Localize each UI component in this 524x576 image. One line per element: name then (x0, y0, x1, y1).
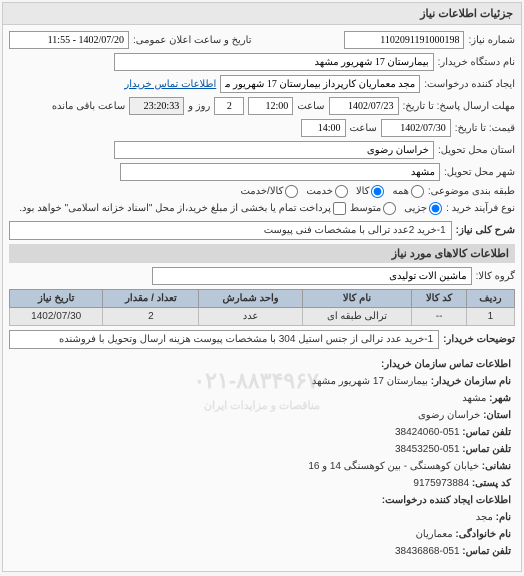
buyer-org-label: نام دستگاه خریدار: (438, 57, 515, 68)
deadline-date-field[interactable] (329, 97, 399, 115)
category-radio-group: همه کالا خدمت کالا/خدمت (240, 185, 423, 198)
purchase-type-group: جزیی متوسط (350, 202, 442, 215)
cat-service-radio[interactable] (335, 185, 348, 198)
buyer-contact-link[interactable]: اطلاعات تماس خریدار (124, 79, 216, 90)
c-province-label: استان: (483, 410, 511, 421)
treasury-checkbox[interactable] (333, 202, 346, 215)
c-province: خراسان رضوی (418, 410, 480, 421)
announce-field[interactable] (9, 31, 129, 49)
c-addr: خیابان کوهسنگی - بین کوهسنگی 14 و 16 (308, 461, 479, 472)
need-title-box: 1-خرید 2عدد ترالی با مشخصات فنی پیوست (9, 221, 452, 240)
quote-label: قیمت: تا تاریخ: (455, 123, 515, 134)
th-row: ردیف (466, 290, 514, 308)
pt-small-radio[interactable] (429, 202, 442, 215)
requester-field[interactable] (220, 75, 420, 93)
td-date: 1402/07/30 (10, 308, 103, 326)
c-name: مجد (476, 512, 493, 523)
need-title-label: شرح کلی نیاز: (456, 225, 515, 236)
pt-small-label: جزیی (404, 203, 427, 214)
th-date: تاریخ نیاز (10, 290, 103, 308)
items-section-title: اطلاعات کالاهای مورد نیاز (9, 244, 515, 263)
c-city: مشهد (462, 393, 486, 404)
cat-goods-radio[interactable] (371, 185, 384, 198)
purchase-type-label: نوع فرآیند خرید : (446, 203, 515, 214)
days-remain-field (214, 97, 244, 115)
time-label-2: ساعت (350, 123, 377, 134)
treasury-note: پرداخت تمام یا بخشی از مبلغ خرید،از محل … (19, 203, 331, 214)
time-remain-field (129, 97, 184, 115)
c-org-label: نام سازمان خریدار: (431, 376, 511, 387)
time-label-1: ساعت (297, 101, 324, 112)
pt-medium-label: متوسط (350, 203, 381, 214)
days-label: روز و (188, 101, 210, 112)
province-label: استان محل تحویل: (438, 145, 515, 156)
req-creator-section-label: اطلاعات ایجاد کننده درخواست: (382, 495, 511, 506)
th-unit: واحد شمارش (199, 290, 302, 308)
time-remain-label: ساعت باقی مانده (52, 101, 125, 112)
c-phone: 051-38424060 (395, 427, 460, 438)
td-unit: عدد (199, 308, 302, 326)
td-name: ترالی طبقه ای (302, 308, 412, 326)
cat-all-label: همه (392, 186, 408, 197)
buyer-org-field[interactable] (114, 53, 434, 71)
th-name: نام کالا (302, 290, 412, 308)
req-number-label: شماره نیاز: (468, 35, 515, 46)
buyer-notes-box: 1-خرید عدد ترالی از جنس استیل 304 با مشخ… (9, 330, 439, 349)
table-header-row: ردیف کد کالا نام کالا واحد شمارش تعداد /… (10, 290, 515, 308)
table-row[interactable]: 1 -- ترالی طبقه ای عدد 2 1402/07/30 (10, 308, 515, 326)
contact-block: ۰۲۱-۸۸۳۴۹۶۷۰ مناقصات و مزایدات ایران اطل… (9, 353, 515, 565)
td-qty: 2 (103, 308, 199, 326)
c-name-label: نام: (496, 512, 511, 523)
requester-label: ایجاد کننده درخواست: (424, 79, 515, 90)
items-table: ردیف کد کالا نام کالا واحد شمارش تعداد /… (9, 289, 515, 326)
city-field[interactable] (120, 163, 440, 181)
c-tel: 051-38436868 (395, 546, 460, 557)
c-lname: معماریان (416, 529, 453, 540)
c-postal-label: کد پستی: (472, 478, 511, 489)
deadline-time-field[interactable] (248, 97, 293, 115)
province-field[interactable] (114, 141, 434, 159)
c-lname-label: نام خانوادگی: (455, 529, 511, 540)
th-qty: تعداد / مقدار (103, 290, 199, 308)
cat-goods-service-label: کالا/خدمت (240, 186, 283, 197)
group-label: گروه کالا: (476, 271, 515, 282)
td-code: -- (412, 308, 467, 326)
pt-medium-radio[interactable] (383, 202, 396, 215)
td-row: 1 (466, 308, 514, 326)
panel-title: جزئیات اطلاعات نیاز (3, 3, 521, 25)
c-org: بیمارستان 17 شهریور مشهد (312, 376, 428, 387)
c-postal: 9175973884 (413, 478, 469, 489)
city-label: شهر محل تحویل: (444, 167, 515, 178)
category-label: طبقه بندی موضوعی: (428, 186, 515, 197)
deadline-label: مهلت ارسال پاسخ: تا تاریخ: (403, 101, 515, 112)
c-tel-label: تلفن تماس: (462, 546, 511, 557)
c-city-label: شهر: (489, 393, 511, 404)
cat-all-option[interactable]: همه (392, 185, 423, 198)
contact-section-label: اطلاعات تماس سازمان خریدار: (381, 359, 511, 370)
c-fax: 051-38453250 (395, 444, 460, 455)
cat-all-radio[interactable] (411, 185, 424, 198)
treasury-checkbox-wrap[interactable]: پرداخت تمام یا بخشی از مبلغ خرید،از محل … (19, 202, 346, 215)
cat-goods-label: کالا (356, 186, 370, 197)
req-number-field[interactable] (344, 31, 464, 49)
c-phone-label: تلفن تماس: (462, 427, 511, 438)
cat-goods-service-option[interactable]: کالا/خدمت (240, 185, 298, 198)
pt-small-option[interactable]: جزیی (404, 202, 442, 215)
cat-service-label: خدمت (306, 186, 333, 197)
buyer-notes-label: توضیحات خریدار: (443, 334, 515, 345)
details-panel: جزئیات اطلاعات نیاز شماره نیاز: تاریخ و … (2, 2, 522, 572)
cat-service-option[interactable]: خدمت (306, 185, 348, 198)
cat-goods-option[interactable]: کالا (356, 185, 385, 198)
cat-goods-service-radio[interactable] (285, 185, 298, 198)
c-addr-label: نشانی: (482, 461, 511, 472)
th-code: کد کالا (412, 290, 467, 308)
c-fax-label: تلفن تماس: (462, 444, 511, 455)
quote-time-field[interactable] (301, 119, 346, 137)
quote-date-field[interactable] (381, 119, 451, 137)
pt-medium-option[interactable]: متوسط (350, 202, 396, 215)
group-field[interactable] (152, 267, 472, 285)
announce-label: تاریخ و ساعت اعلان عمومی: (133, 35, 252, 46)
